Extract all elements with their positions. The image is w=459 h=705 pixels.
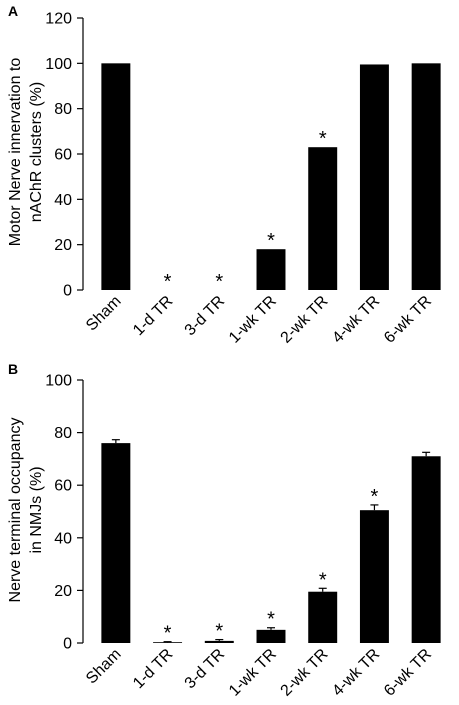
significance-marker: * [319,569,327,591]
bar [359,510,389,643]
y-axis-title-line: Motor Nerve innervation to [7,58,24,247]
y-tick-label: 60 [54,147,72,164]
bar [359,64,389,290]
x-tick-label: 4-wk TR [329,293,383,347]
significance-marker: * [267,609,275,631]
x-tick-label: 6-wk TR [381,293,435,347]
x-tick-label: Sham [83,293,125,335]
y-tick-label: 100 [45,373,72,390]
x-tick-label: 1-d TR [130,646,176,692]
bar [256,629,286,643]
x-tick-label: 1-d TR [130,293,176,339]
significance-marker: * [371,486,379,508]
x-tick-label: 1-wk TR [226,293,280,347]
y-tick-label: 80 [54,425,72,442]
bar [411,63,441,291]
bar [308,591,338,643]
significance-marker: * [215,271,223,293]
bar [204,640,234,643]
y-axis-title-line: in NMJs (%) [28,466,45,553]
y-axis-title-line: Nerve terminal occupancy [7,418,24,603]
x-tick-label: 4-wk TR [329,646,383,700]
y-tick-label: 20 [54,237,72,254]
y-axis-title-line: nAChR clusters (%) [28,82,45,222]
x-tick-label: 6-wk TR [381,646,435,700]
significance-marker: * [164,271,172,293]
x-tick-label: 3-d TR [182,646,228,692]
bar [101,63,131,291]
bar [256,249,286,290]
significance-marker: * [215,621,223,643]
x-tick-label: 2-wk TR [278,646,332,700]
bar [153,642,183,643]
y-tick-label: 80 [54,101,72,118]
panel-label: A [8,3,18,19]
y-tick-label: 60 [54,478,72,495]
significance-marker: * [267,230,275,252]
x-tick-label: Sham [83,646,125,688]
y-tick-label: 100 [45,56,72,73]
bar [101,443,131,643]
x-tick-label: 3-d TR [182,293,228,339]
significance-marker: * [164,623,172,645]
panel-a: A 0 20 40 60 80 100 120 Motor Nerve innervation … [7,3,441,347]
y-tick-label: 40 [54,530,72,547]
x-tick-label: 1-wk TR [226,646,280,700]
panel-b: B 0 20 40 60 80 100 Nerve terminal occupancy in … [7,361,441,700]
y-tick-label: 20 [54,583,72,600]
bar [308,147,338,290]
x-tick-label: 2-wk TR [278,293,332,347]
y-tick-label: 0 [63,636,72,653]
y-tick-label: 40 [54,192,72,209]
y-tick-label: 0 [63,283,72,300]
y-tick-label: 120 [45,11,72,28]
significance-marker: * [319,128,327,150]
bar [411,456,441,643]
panel-label: B [8,361,18,377]
